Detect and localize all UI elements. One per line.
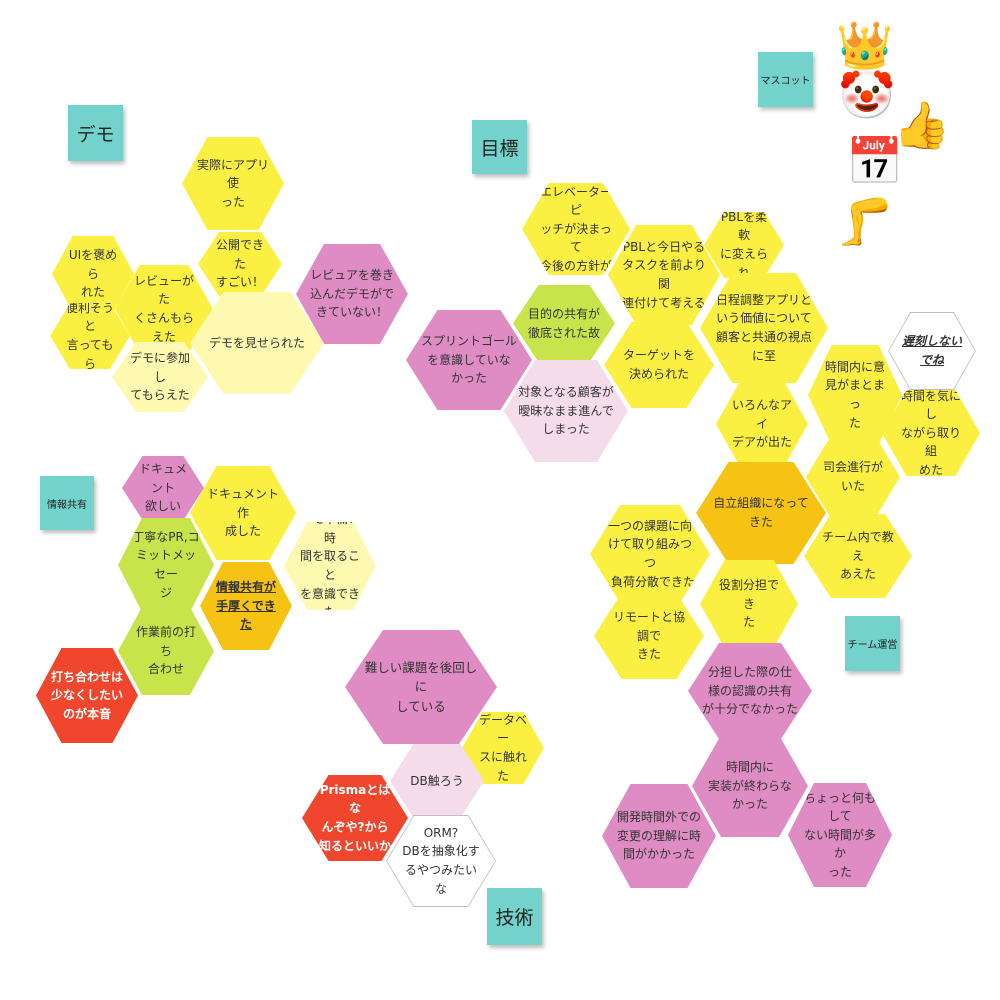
hex-note[interactable]: 一つの課題に向 けて取り組みつつ ､負荷分散できた <box>590 505 710 603</box>
hex-note[interactable]: 作業前の打ち 合わせ <box>118 607 214 695</box>
sticky-goal[interactable]: 目標 <box>472 120 527 174</box>
hex-note[interactable]: PBLと今日やる タスクを前より関 連付けて考える <box>608 225 720 325</box>
hex-note[interactable]: Prismaとはな んぞや?から 知るといいか <box>302 775 408 861</box>
hex-note[interactable]: 打ち合わせは 少なくしたい のが本音 <box>36 648 138 743</box>
hex-note[interactable]: 分担した際の仕 様の認識の共有 が十分でなかった <box>688 643 812 739</box>
sticky-info-sharing[interactable]: 情報共有 <box>40 476 94 530</box>
thumbs-up-icon[interactable]: 👍 <box>893 98 951 152</box>
hex-note[interactable]: 目的の共有が 徹底された故 <box>513 285 615 362</box>
hex-note[interactable]: リモートと協調で きた <box>594 593 704 679</box>
hex-note[interactable]: ドキュメント作 成した <box>190 466 296 560</box>
hex-note[interactable]: 司会進行が いた <box>806 438 900 516</box>
sticky-demo[interactable]: デモ <box>68 105 123 161</box>
sticky-team-operation[interactable]: チーム運営 <box>845 616 900 671</box>
hex-note[interactable]: デモ準備の時 間を取ること を意識できた <box>284 522 376 610</box>
hex-note[interactable]: 自立組織になって きた <box>696 462 826 564</box>
hex-note[interactable]: 開発時間外での 変更の理解に時 間がかかった <box>602 784 716 888</box>
hex-note[interactable]: 丁寧なPR,コ ミットメッセー ジ <box>118 518 214 612</box>
hex-note[interactable]: 公開できた すごい！ <box>198 232 282 296</box>
sticky-tech[interactable]: 技術 <box>487 888 542 945</box>
hex-note[interactable]: 対象となる顧客が 曖昧なまま進んで しまった <box>504 360 628 462</box>
hex-note[interactable]: ORM? DBを抽象化す るやつみたいな <box>386 815 496 907</box>
crown-icon[interactable]: 👑 <box>836 18 894 72</box>
hex-note[interactable]: 実際にアプリ使 った <box>182 137 284 230</box>
hex-note[interactable]: 時間内に 実装が終わらな かった <box>692 735 808 837</box>
hex-note[interactable]: 情報共有が 手厚くできた <box>200 562 292 650</box>
sticky-mascot[interactable]: マスコット <box>758 52 813 107</box>
hex-note[interactable]: デモに参加し てもらえた <box>112 342 208 412</box>
hex-note[interactable]: スプリントゴール を意識していな かった <box>406 310 532 410</box>
hex-note[interactable]: チーム内で教え あえた <box>804 514 912 598</box>
hex-note[interactable]: 難しい課題を後回しに している <box>345 630 497 744</box>
hex-note[interactable]: ちょっと何もして ない時間が多か った <box>788 783 892 887</box>
calendar-icon[interactable]: 📅 <box>846 134 904 188</box>
legs-icon[interactable]: 🦵 <box>836 194 894 248</box>
hex-note[interactable]: 日程調整アプリと いう価値について 顧客と共通の視点 に至 <box>700 273 828 383</box>
hex-note[interactable]: ターゲットを 決められた <box>604 322 714 408</box>
clown-face-icon[interactable]: 🤡 <box>838 68 896 122</box>
hex-note[interactable]: エレベーターピ ッチが決まって 今後の方針が <box>522 183 630 275</box>
hex-note[interactable]: 役割分担でき た <box>700 560 798 648</box>
hex-note[interactable]: 遅刻しない でね <box>888 312 976 390</box>
hex-note[interactable]: いろんなアイ デアが出た <box>716 383 808 465</box>
